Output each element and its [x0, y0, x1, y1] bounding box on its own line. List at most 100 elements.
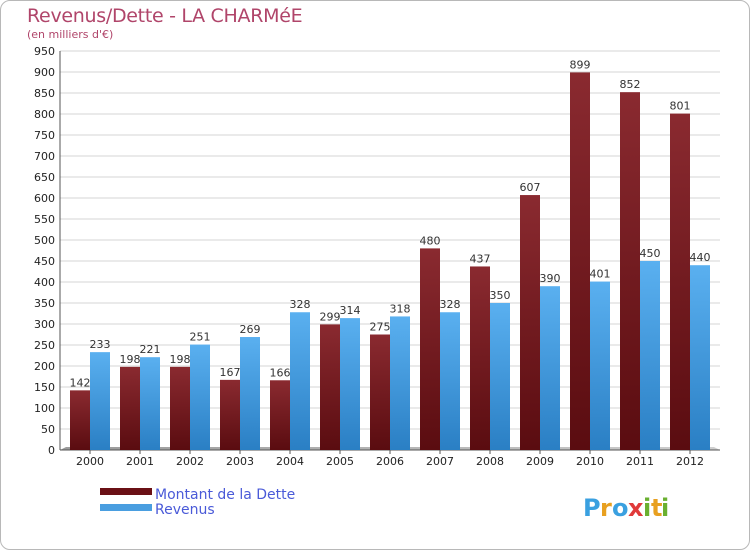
logo-letter: r	[600, 494, 612, 522]
x-tick-label: 2005	[326, 455, 354, 468]
bar-debt	[520, 195, 540, 450]
bar-revenus	[690, 265, 710, 450]
logo-letter: i	[661, 494, 669, 522]
value-label-debt: 899	[570, 58, 591, 71]
value-label-debt: 299	[320, 310, 341, 323]
value-label-revenus: 269	[240, 323, 261, 336]
value-label-revenus: 221	[140, 343, 161, 356]
y-tick-label: 800	[34, 108, 55, 121]
bar-debt	[620, 92, 640, 450]
value-label-debt: 437	[470, 252, 491, 265]
bar-revenus	[590, 281, 610, 450]
value-label-revenus: 450	[640, 247, 661, 260]
bar-debt	[320, 324, 340, 450]
value-label-debt: 166	[270, 366, 291, 379]
chart-title: Revenus/Dette - LA CHARMéE	[27, 5, 303, 27]
y-tick-label: 100	[34, 402, 55, 415]
logo-letter: o	[612, 494, 629, 522]
x-tick-label: 2008	[476, 455, 504, 468]
y-tick-label: 0	[48, 444, 55, 457]
y-tick-label: 750	[34, 129, 55, 142]
legend-swatch-debt	[100, 488, 152, 495]
logo-letter: P	[583, 494, 601, 522]
bars	[70, 72, 710, 451]
bar-revenus	[190, 344, 210, 450]
value-label-debt: 852	[620, 78, 641, 91]
x-tick-label: 2007	[426, 455, 454, 468]
y-tick-label: 650	[34, 171, 55, 184]
bar-debt	[70, 390, 90, 450]
bar-revenus	[290, 312, 310, 450]
bar-debt	[570, 72, 590, 451]
bar-revenus	[140, 357, 160, 450]
bar-revenus	[490, 303, 510, 450]
logo-letter: x	[628, 494, 644, 522]
bar-revenus	[240, 337, 260, 450]
value-label-revenus: 390	[540, 272, 561, 285]
value-label-revenus: 318	[390, 302, 411, 315]
x-tick-label: 2009	[526, 455, 554, 468]
bar-debt	[220, 379, 240, 450]
y-tick-label: 500	[34, 234, 55, 247]
bar-debt	[370, 334, 390, 450]
y-tick-label: 200	[34, 360, 55, 373]
x-tick-label: 2012	[676, 455, 704, 468]
legend-label-revenus: Revenus	[155, 502, 215, 518]
y-tick-label: 400	[34, 276, 55, 289]
bar-revenus	[440, 312, 460, 450]
value-label-revenus: 251	[190, 331, 211, 344]
bar-revenus	[90, 352, 110, 450]
value-label-revenus: 328	[440, 298, 461, 311]
y-tick-label: 300	[34, 318, 55, 331]
bar-revenus	[640, 261, 660, 450]
y-tick-label: 150	[34, 381, 55, 394]
bar-debt	[420, 248, 440, 450]
x-tick-label: 2004	[276, 455, 304, 468]
bar-debt	[470, 266, 490, 450]
bar-revenus	[390, 316, 410, 450]
bar-debt	[670, 113, 690, 450]
y-tick-label: 50	[41, 423, 55, 436]
value-label-debt: 198	[120, 353, 141, 366]
value-label-debt: 801	[670, 100, 691, 113]
y-tick-label: 700	[34, 150, 55, 163]
y-tick-label: 350	[34, 297, 55, 310]
value-label-debt: 167	[220, 366, 241, 379]
value-label-debt: 607	[520, 181, 541, 194]
x-tick-label: 2001	[126, 455, 154, 468]
x-tick-label: 2000	[76, 455, 104, 468]
value-label-revenus: 440	[690, 251, 711, 264]
value-label-revenus: 401	[590, 268, 611, 281]
value-label-debt: 275	[370, 321, 391, 334]
bar-debt	[270, 380, 290, 450]
y-tick-label: 900	[34, 66, 55, 79]
value-label-revenus: 233	[90, 338, 111, 351]
logo-letter: t	[651, 494, 662, 522]
chart-subtitle: (en milliers d'€)	[27, 28, 114, 41]
value-label-debt: 198	[170, 353, 191, 366]
legend: Montant de la Dette Revenus	[100, 487, 295, 518]
bar-debt	[120, 366, 140, 450]
bar-revenus	[340, 318, 360, 450]
bar-debt	[170, 366, 190, 450]
value-label-revenus: 328	[290, 298, 311, 311]
x-tick-label: 2011	[626, 455, 654, 468]
y-tick-label: 550	[34, 213, 55, 226]
x-tick-label: 2002	[176, 455, 204, 468]
y-tick-label: 950	[34, 45, 55, 58]
legend-swatch-revenus	[100, 504, 152, 511]
x-tick-label: 2003	[226, 455, 254, 468]
y-tick-label: 450	[34, 255, 55, 268]
logo-letter: i	[643, 494, 651, 522]
legend-label-debt: Montant de la Dette	[155, 487, 295, 503]
value-label-debt: 480	[420, 234, 441, 247]
y-tick-label: 850	[34, 87, 55, 100]
value-label-debt: 142	[70, 376, 91, 389]
y-tick-label: 600	[34, 192, 55, 205]
y-tick-label: 250	[34, 339, 55, 352]
value-label-revenus: 314	[340, 304, 361, 317]
value-label-revenus: 350	[490, 289, 511, 302]
